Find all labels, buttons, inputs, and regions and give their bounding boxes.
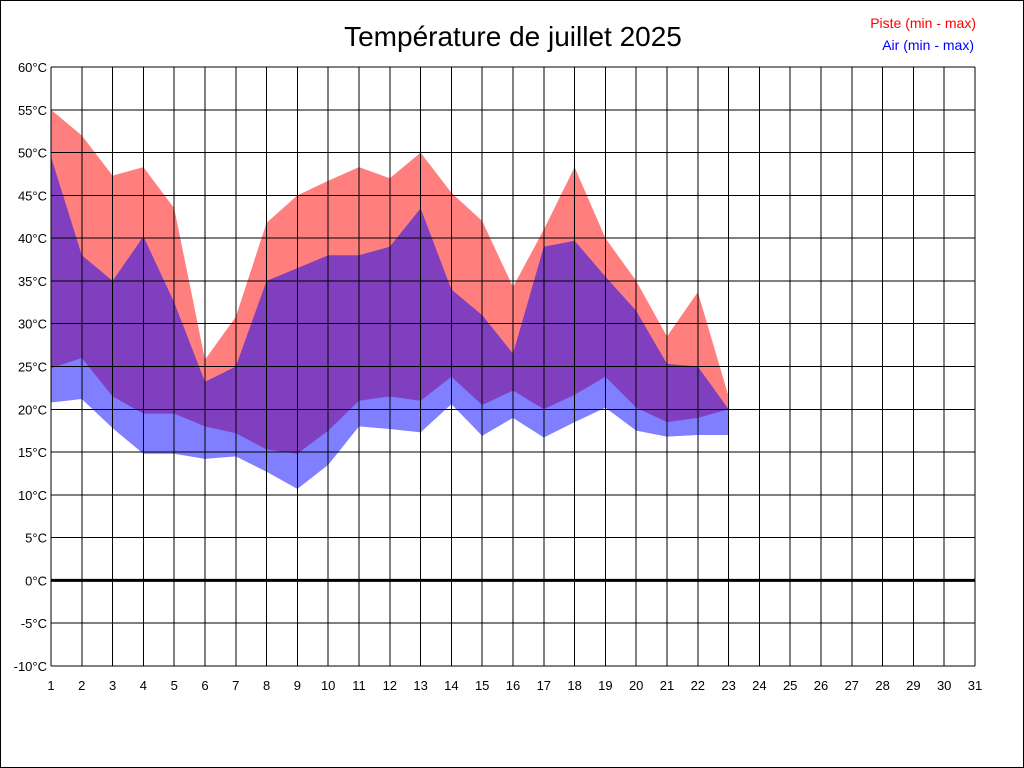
y-tick-label: 55°C (18, 103, 47, 118)
x-tick-label: 25 (783, 678, 797, 693)
y-tick-label: 0°C (25, 573, 47, 588)
legend: Piste (min - max) Air (min - max) (870, 15, 976, 53)
legend-entry-piste: Piste (min - max) (870, 15, 976, 31)
x-tick-label: 23 (721, 678, 735, 693)
x-tick-label: 8 (263, 678, 270, 693)
x-tick-label: 13 (413, 678, 427, 693)
y-tick-label: 45°C (18, 188, 47, 203)
y-tick-label: 60°C (18, 60, 47, 75)
x-tick-label: 28 (875, 678, 889, 693)
x-tick-label: 12 (383, 678, 397, 693)
x-tick-label: 3 (109, 678, 116, 693)
x-tick-label: 29 (906, 678, 920, 693)
x-tick-label: 22 (691, 678, 705, 693)
x-tick-label: 18 (567, 678, 581, 693)
chart-title: Température de juillet 2025 (344, 21, 682, 52)
y-tick-label: 20°C (18, 402, 47, 417)
x-tick-label: 2 (78, 678, 85, 693)
y-axis-ticks: -10°C -5°C 0°C 5°C 10°C 15°C 20°C 25°C 30°C 35°C 4… (14, 60, 47, 674)
y-tick-label: 35°C (18, 274, 47, 289)
y-tick-label: -5°C (21, 616, 47, 631)
x-tick-label: 1 (47, 678, 54, 693)
x-tick-label: 6 (201, 678, 208, 693)
x-tick-label: 24 (752, 678, 766, 693)
x-tick-label: 14 (444, 678, 458, 693)
x-tick-label: 11 (352, 678, 366, 693)
legend-entry-air: Air (min - max) (882, 37, 974, 53)
x-tick-label: 30 (937, 678, 951, 693)
x-tick-label: 27 (845, 678, 859, 693)
y-tick-label: 40°C (18, 231, 47, 246)
y-tick-label: 15°C (18, 445, 47, 460)
y-tick-label: 10°C (18, 488, 47, 503)
y-tick-label: 5°C (25, 531, 47, 546)
x-tick-label: 19 (598, 678, 612, 693)
x-tick-label: 4 (140, 678, 147, 693)
x-tick-label: 16 (506, 678, 520, 693)
x-tick-label: 5 (171, 678, 178, 693)
grid (50, 66, 976, 667)
x-tick-label: 17 (537, 678, 551, 693)
x-axis-ticks: 1 2 3 4 5 6 7 8 9 10 11 12 13 14 15 16 17 18 19 20 21 22 23 24 2… (47, 678, 982, 693)
y-tick-label: 25°C (18, 360, 47, 375)
x-tick-label: 20 (629, 678, 643, 693)
x-tick-label: 31 (968, 678, 982, 693)
y-tick-label: 30°C (18, 317, 47, 332)
x-tick-label: 21 (660, 678, 674, 693)
x-tick-label: 10 (321, 678, 335, 693)
x-tick-label: 15 (475, 678, 489, 693)
y-tick-label: -10°C (14, 659, 47, 674)
x-tick-label: 26 (814, 678, 828, 693)
x-tick-label: 9 (294, 678, 301, 693)
x-tick-label: 7 (232, 678, 239, 693)
y-tick-label: 50°C (18, 146, 47, 161)
